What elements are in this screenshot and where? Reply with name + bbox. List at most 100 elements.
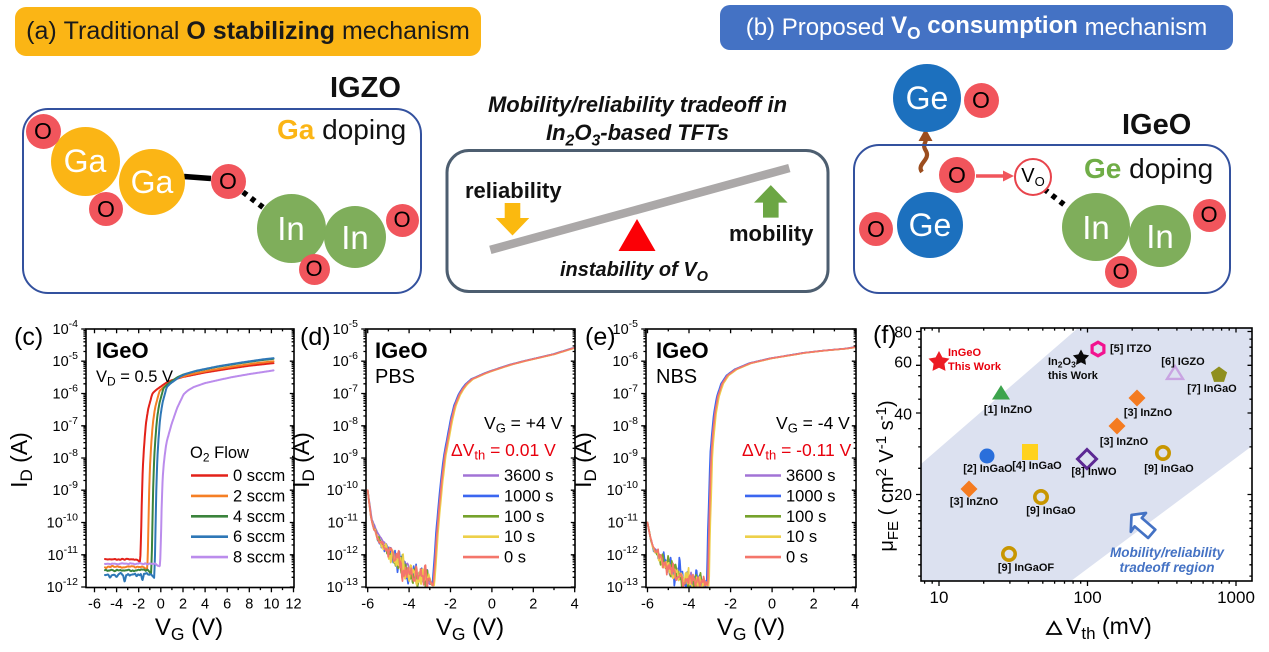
svg-text:-4: -4 [403, 597, 416, 613]
svg-text:3600 s: 3600 s [504, 467, 554, 485]
svg-text:10-10: 10-10 [607, 479, 638, 499]
svg-text:-4: -4 [683, 597, 696, 613]
svg-text:1000 s: 1000 s [504, 487, 554, 505]
svg-text:10-5: 10-5 [333, 318, 359, 338]
svg-text:VD = 0.5 V: VD = 0.5 V [96, 368, 173, 389]
svg-text:[6] IGZO: [6] IGZO [1161, 356, 1205, 368]
svg-text:4: 4 [571, 597, 579, 613]
svg-text:10-5: 10-5 [613, 318, 639, 338]
svg-text:10-13: 10-13 [607, 576, 638, 596]
svg-text:6: 6 [223, 597, 231, 613]
svg-text:Mobility/reliability: Mobility/reliability [1110, 545, 1226, 560]
svg-text:2 sccm: 2 sccm [233, 487, 285, 505]
svg-text:[9] InGaO: [9] InGaO [1144, 463, 1194, 475]
svg-text:VG (V): VG (V) [717, 614, 785, 644]
svg-text:10-7: 10-7 [333, 383, 359, 403]
svg-text:[3] InZnO: [3] InZnO [1100, 436, 1149, 448]
svg-text:100 s: 100 s [504, 508, 544, 526]
svg-text:[8] InWO: [8] InWO [1071, 466, 1117, 478]
svg-text:this Work: this Work [1048, 370, 1099, 382]
svg-text:10-11: 10-11 [47, 544, 78, 564]
svg-text:2: 2 [529, 597, 537, 613]
svg-text:10-8: 10-8 [613, 415, 639, 435]
svg-text:10: 10 [263, 597, 279, 613]
svg-text:10-9: 10-9 [333, 447, 359, 467]
svg-text:IGeO: IGeO [656, 338, 709, 363]
svg-text:-2: -2 [724, 597, 737, 613]
svg-text:10 s: 10 s [786, 528, 817, 546]
svg-text:100 s: 100 s [786, 508, 826, 526]
svg-text:10: 10 [930, 588, 949, 607]
svg-text:[5] ITZO: [5] ITZO [1110, 343, 1152, 355]
svg-text:10-7: 10-7 [53, 415, 79, 435]
svg-text:VG (V): VG (V) [436, 614, 504, 644]
svg-text:2: 2 [810, 597, 818, 613]
svg-text:[9] InGaOF: [9] InGaOF [998, 562, 1055, 574]
svg-text:2: 2 [179, 597, 187, 613]
svg-text:0 sccm: 0 sccm [233, 467, 285, 485]
svg-text:tradeoff region: tradeoff region [1119, 560, 1214, 575]
svg-text:[1] InZnO: [1] InZnO [984, 404, 1033, 416]
svg-text:10-10: 10-10 [47, 512, 78, 532]
svg-text:IGeO: IGeO [96, 338, 149, 363]
svg-text:-6: -6 [88, 597, 101, 613]
svg-text:Vth (mV): Vth (mV) [1066, 613, 1152, 643]
svg-text:10-10: 10-10 [327, 479, 358, 499]
svg-text:4: 4 [201, 597, 209, 613]
svg-text:VG (V): VG (V) [155, 614, 223, 644]
svg-text:(c): (c) [14, 323, 43, 351]
svg-text:PBS: PBS [375, 366, 415, 388]
svg-text:10-6: 10-6 [613, 350, 639, 370]
svg-text:ID (A): ID (A) [288, 432, 318, 488]
svg-text:10-4: 10-4 [53, 318, 79, 338]
svg-text:10-6: 10-6 [53, 383, 79, 403]
svg-text:-4: -4 [110, 597, 123, 613]
svg-text:12: 12 [285, 597, 301, 613]
svg-text:[2] InGaO: [2] InGaO [963, 463, 1013, 475]
svg-text:10-12: 10-12 [607, 544, 638, 564]
svg-text:10-11: 10-11 [327, 512, 358, 532]
svg-text:ΔVth = 0.01 V: ΔVth = 0.01 V [451, 440, 556, 463]
svg-text:μFE ( cm2 V-1 s-1): μFE ( cm2 V-1 s-1) [873, 400, 902, 551]
svg-text:80: 80 [894, 325, 912, 342]
svg-text:ΔVth = -0.11 V: ΔVth = -0.11 V [742, 440, 852, 463]
svg-text:VG = +4 V: VG = +4 V [484, 413, 563, 436]
svg-text:6 sccm: 6 sccm [233, 528, 285, 546]
svg-text:4 sccm: 4 sccm [233, 508, 285, 526]
svg-text:NBS: NBS [656, 366, 697, 388]
svg-text:0: 0 [768, 597, 776, 613]
svg-text:3600 s: 3600 s [786, 467, 836, 485]
svg-text:InGeO: InGeO [948, 347, 981, 359]
svg-text:100: 100 [1073, 588, 1101, 607]
svg-text:10-8: 10-8 [333, 415, 359, 435]
svg-text:0: 0 [157, 597, 165, 613]
svg-text:10-5: 10-5 [53, 350, 79, 370]
svg-text:[9] InGaO: [9] InGaO [1026, 505, 1076, 517]
svg-text:0 s: 0 s [504, 549, 526, 567]
svg-text:In2O3: In2O3 [1048, 356, 1076, 370]
svg-text:10-9: 10-9 [613, 447, 639, 467]
svg-text:[3] InZnO: [3] InZnO [1124, 407, 1173, 419]
svg-text:8 sccm: 8 sccm [233, 549, 285, 567]
svg-text:10-11: 10-11 [607, 512, 638, 532]
svg-text:[7] InGaO: [7] InGaO [1187, 383, 1237, 395]
svg-text:O2 Flow: O2 Flow [190, 444, 249, 465]
svg-text:(f): (f) [873, 321, 897, 349]
svg-text:This Work: This Work [948, 361, 1002, 373]
svg-text:60: 60 [894, 355, 912, 372]
svg-text:[3] InZnO: [3] InZnO [950, 496, 999, 508]
svg-text:10-8: 10-8 [53, 447, 79, 467]
svg-text:1000 s: 1000 s [786, 487, 836, 505]
svg-text:8: 8 [245, 597, 253, 613]
svg-text:10-12: 10-12 [327, 544, 358, 564]
svg-text:20: 20 [894, 487, 912, 504]
svg-text:10-9: 10-9 [53, 479, 79, 499]
svg-text:-6: -6 [361, 597, 374, 613]
svg-text:-2: -2 [444, 597, 457, 613]
svg-text:-6: -6 [641, 597, 654, 613]
svg-text:IGeO: IGeO [375, 338, 428, 363]
svg-text:1000: 1000 [1217, 588, 1255, 607]
svg-text:0 s: 0 s [786, 549, 808, 567]
svg-text:10-13: 10-13 [327, 576, 358, 596]
svg-text:-2: -2 [132, 597, 145, 613]
